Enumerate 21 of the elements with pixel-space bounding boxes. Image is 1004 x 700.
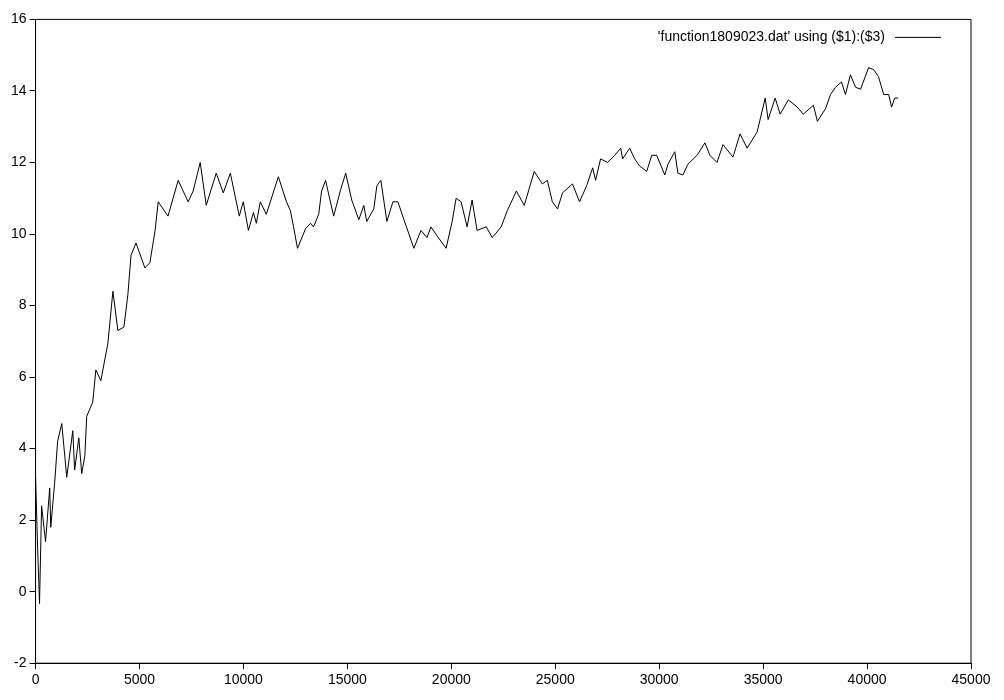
y-tick-label: 12 bbox=[10, 153, 27, 170]
x-tick-label: 20000 bbox=[431, 671, 471, 688]
y-tick-label: 0 bbox=[18, 582, 27, 599]
x-tick-label: 25000 bbox=[535, 671, 575, 688]
y-tick-label: 14 bbox=[10, 81, 27, 98]
x-tick-label: 10000 bbox=[223, 671, 264, 688]
y-tick-label: 6 bbox=[18, 367, 27, 384]
y-tick-label: -2 bbox=[14, 654, 27, 671]
x-tick-label: 15000 bbox=[327, 671, 368, 688]
x-tick-label: 40000 bbox=[847, 671, 887, 688]
x-tick-label: 35000 bbox=[743, 671, 783, 688]
y-tick-label: 2 bbox=[18, 510, 27, 527]
x-tick-label: 30000 bbox=[639, 671, 679, 688]
y-tick-label: 4 bbox=[18, 439, 27, 456]
x-tick-label: 45000 bbox=[951, 671, 991, 688]
y-tick-label: 10 bbox=[10, 224, 27, 241]
x-tick-label: 5000 bbox=[123, 671, 156, 688]
x-tick-label: 0 bbox=[31, 671, 40, 688]
legend-label: 'function1809023.dat' using ($1):($3) bbox=[657, 28, 885, 45]
y-tick-label: 8 bbox=[18, 296, 27, 313]
y-tick-label: 16 bbox=[10, 10, 27, 27]
